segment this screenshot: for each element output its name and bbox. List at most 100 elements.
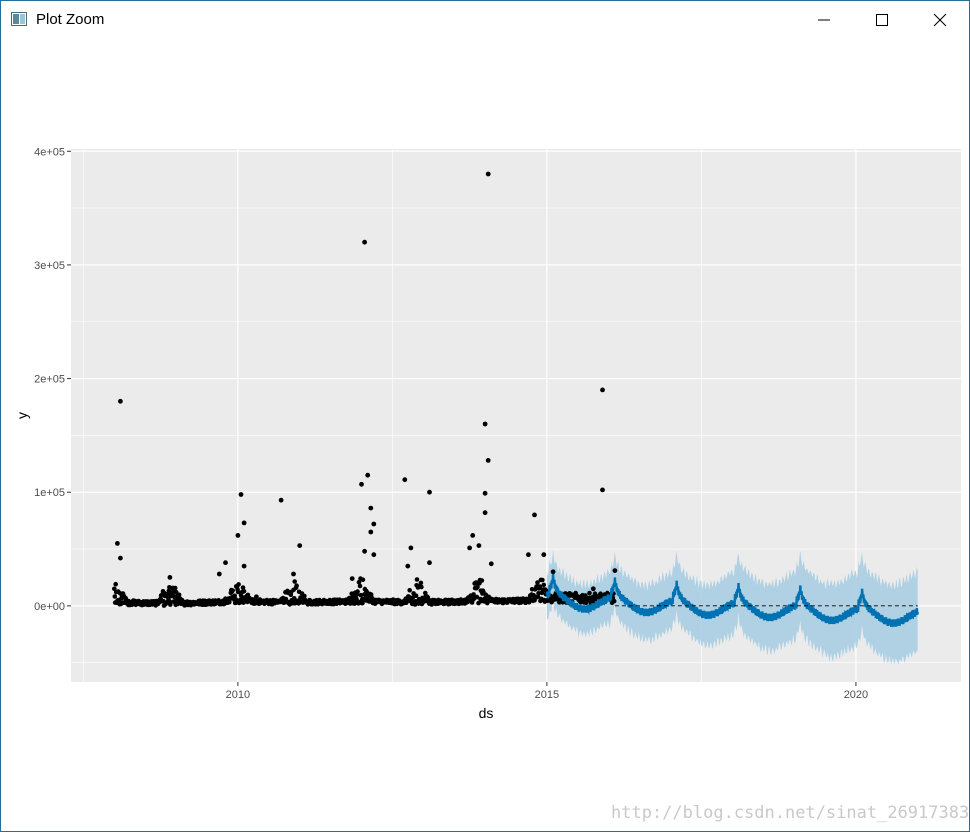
observed-point [475, 584, 480, 590]
close-icon [933, 13, 947, 27]
plot-zoom-app-icon [11, 12, 27, 26]
observed-point [368, 529, 374, 535]
close-button[interactable] [911, 1, 969, 39]
observed-point [488, 561, 494, 567]
observed-point [476, 543, 482, 548]
observed-point [294, 583, 299, 588]
x-tick-label: 2020 [844, 689, 868, 701]
observed-point [600, 487, 605, 493]
maximize-button[interactable] [853, 1, 911, 39]
observed-point [118, 555, 123, 561]
observed-point [427, 489, 432, 495]
observed-point [357, 583, 363, 589]
observed-point [292, 579, 298, 584]
observed-point [368, 505, 374, 511]
observed-point [467, 545, 472, 551]
window-title: Plot Zoom [36, 11, 105, 28]
observed-point [365, 472, 371, 478]
observed-point [407, 588, 413, 593]
observed-point [368, 592, 374, 597]
observed-point [235, 589, 241, 595]
observed-point [241, 563, 247, 569]
observed-point [471, 592, 476, 597]
observed-point [302, 593, 307, 599]
x-axis-label: ds [479, 705, 494, 721]
y-tick-label: 4e+05 [34, 146, 65, 158]
observed-point [371, 552, 377, 558]
observed-point [115, 541, 120, 546]
observed-point [371, 521, 377, 527]
observed-point [587, 590, 592, 596]
observed-point [541, 582, 547, 588]
observed-point [360, 600, 365, 606]
observed-point [356, 579, 362, 585]
observed-point [254, 594, 259, 600]
observed-point [482, 421, 488, 427]
observed-point [612, 568, 618, 573]
observed-point [167, 585, 172, 590]
observed-point [223, 560, 228, 566]
observed-point [611, 598, 617, 604]
observed-point [414, 577, 420, 582]
observed-point [113, 581, 118, 587]
minimize-button[interactable] [795, 1, 853, 39]
observed-point [408, 545, 414, 551]
observed-point [232, 593, 237, 599]
observed-point [535, 580, 540, 585]
minimize-icon [818, 19, 830, 21]
observed-point [479, 578, 485, 583]
x-tick-label: 2015 [535, 689, 559, 701]
observed-point [172, 585, 178, 591]
observed-point [413, 593, 419, 598]
observed-point [359, 481, 364, 487]
observed-point [485, 171, 491, 177]
observed-point [405, 563, 411, 569]
observed-point [474, 594, 480, 600]
observed-point [470, 533, 476, 538]
observed-point [526, 552, 531, 558]
observed-point [236, 582, 241, 587]
prophet-forecast-chart: 2010 2015 2020 0e+00 1e+05 2e+05 3e+05 4e+05 ds y [14, 146, 961, 721]
observed-point [291, 571, 296, 577]
observed-point [230, 588, 235, 593]
observed-point [349, 576, 355, 581]
observed-point [167, 575, 173, 580]
observed-point [278, 497, 284, 503]
observed-point [352, 601, 357, 606]
observed-point [362, 548, 367, 554]
y-tick-label: 3e+05 [34, 260, 65, 272]
observed-point [402, 477, 408, 483]
y-axis-label: y [14, 412, 30, 419]
observed-point [410, 595, 416, 600]
y-tick-label: 0e+00 [34, 601, 65, 613]
observed-point [165, 591, 170, 597]
observed-point [241, 520, 247, 526]
observed-point [482, 510, 488, 516]
observed-point [176, 592, 182, 598]
observed-point [427, 560, 432, 566]
observed-point [240, 585, 246, 590]
observed-point [541, 552, 547, 558]
observed-point [238, 492, 244, 497]
observed-point [600, 387, 605, 393]
forecast-line [545, 573, 919, 628]
maximize-icon [876, 14, 888, 26]
observed-point [360, 577, 366, 582]
observed-point [297, 543, 303, 548]
observed-point [482, 490, 488, 496]
observed-point [235, 533, 241, 538]
watermark-url: http://blog.csdn.net/sinat_26917383 [611, 803, 970, 823]
observed-point [590, 586, 596, 592]
observed-point [118, 398, 123, 404]
observed-point [532, 512, 537, 518]
observed-point [550, 569, 556, 575]
observed-point [418, 580, 424, 586]
observed-point [536, 591, 541, 596]
title-bar[interactable]: Plot Zoom [1, 1, 969, 39]
observed-point [540, 577, 545, 583]
observed-point [485, 458, 491, 463]
observed-point [355, 589, 360, 594]
observed-point [419, 584, 424, 590]
observed-point [168, 602, 173, 607]
